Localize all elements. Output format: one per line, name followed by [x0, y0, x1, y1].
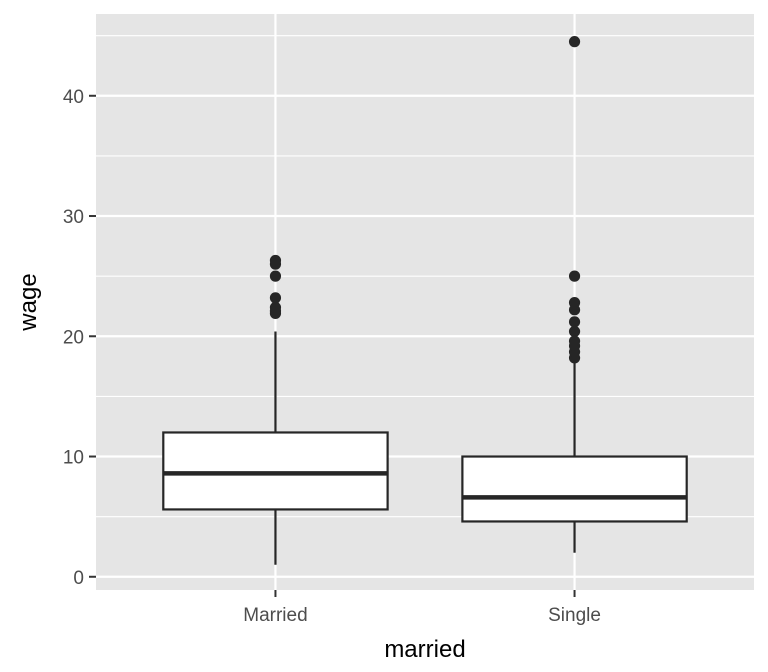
- outlier-point: [269, 292, 282, 304]
- outlier-point: [269, 254, 282, 267]
- x-tick-label: Married: [243, 605, 307, 626]
- x-axis: Married Single: [243, 590, 601, 626]
- outlier-point: [568, 325, 581, 338]
- x-axis-title: married: [384, 636, 465, 663]
- y-tick-label: 0: [73, 568, 84, 589]
- y-axis-title: wage: [15, 273, 42, 331]
- boxes: [162, 36, 688, 565]
- y-tick-label: 30: [63, 207, 84, 228]
- outlier-point: [269, 301, 282, 314]
- outlier-point: [568, 316, 581, 328]
- outlier-point: [568, 270, 581, 282]
- iqr-box: [461, 455, 688, 523]
- outlier-point: [568, 36, 581, 48]
- y-axis: 0 10 20 30 40: [63, 87, 96, 589]
- outlier-point: [269, 270, 282, 282]
- box-married: [162, 254, 389, 565]
- y-tick-label: 20: [63, 327, 84, 348]
- y-tick-label: 40: [63, 87, 84, 108]
- outlier-point: [568, 297, 581, 309]
- x-tick-label: Single: [548, 605, 601, 626]
- iqr-box: [162, 431, 389, 511]
- outlier-point: [568, 335, 581, 347]
- y-tick-label: 10: [63, 448, 84, 469]
- box-single: [461, 36, 688, 553]
